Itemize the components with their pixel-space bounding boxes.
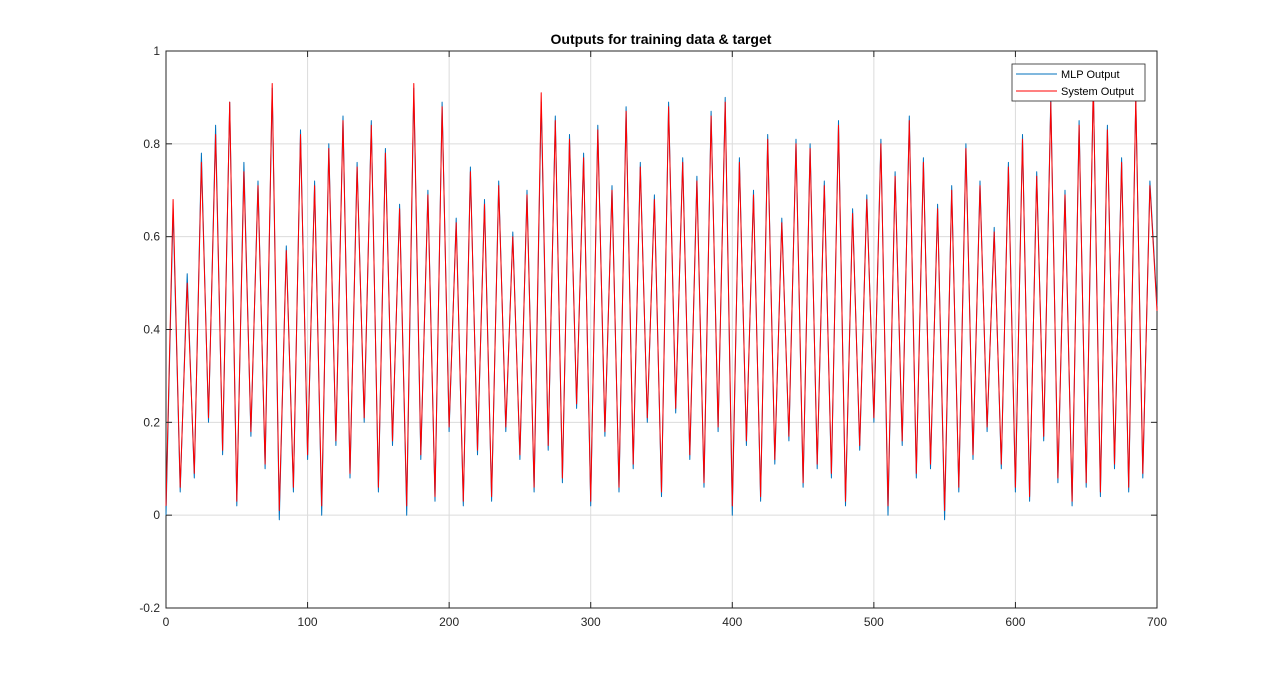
x-tick-label: 200 bbox=[439, 615, 459, 629]
legend-label-mlp: MLP Output bbox=[1061, 69, 1120, 81]
series-line-system-output bbox=[165, 83, 1158, 511]
y-tick-label: 0.8 bbox=[143, 137, 160, 151]
legend: MLP Output System Output bbox=[1011, 63, 1146, 102]
x-tick-label: 400 bbox=[722, 615, 742, 629]
y-tick-label: 0.2 bbox=[143, 415, 160, 429]
chart-title: Outputs for training data & target bbox=[551, 31, 772, 47]
y-tick-label: 0 bbox=[153, 508, 160, 522]
x-tick-label: 600 bbox=[1005, 615, 1025, 629]
grid bbox=[166, 51, 1157, 608]
y-tick-label: 1 bbox=[153, 44, 160, 58]
y-tick-label: 0.6 bbox=[143, 230, 160, 244]
x-tick-label: 100 bbox=[298, 615, 318, 629]
series-layer bbox=[165, 83, 1158, 521]
x-tick-label: 500 bbox=[864, 615, 884, 629]
x-tick-label: 300 bbox=[581, 615, 601, 629]
y-tick-label: -0.2 bbox=[139, 601, 160, 615]
ticks: 0 100 200 300 400 500 600 700-0.200.20.40.60.81 bbox=[139, 44, 1167, 629]
x-tick-label: 0 bbox=[163, 615, 170, 629]
x-tick-label: 700 bbox=[1147, 615, 1167, 629]
legend-box bbox=[1011, 63, 1146, 102]
y-tick-label: 0.4 bbox=[143, 323, 160, 337]
legend-label-system: System Output bbox=[1061, 86, 1134, 98]
series-line-mlp-output bbox=[165, 83, 1158, 521]
